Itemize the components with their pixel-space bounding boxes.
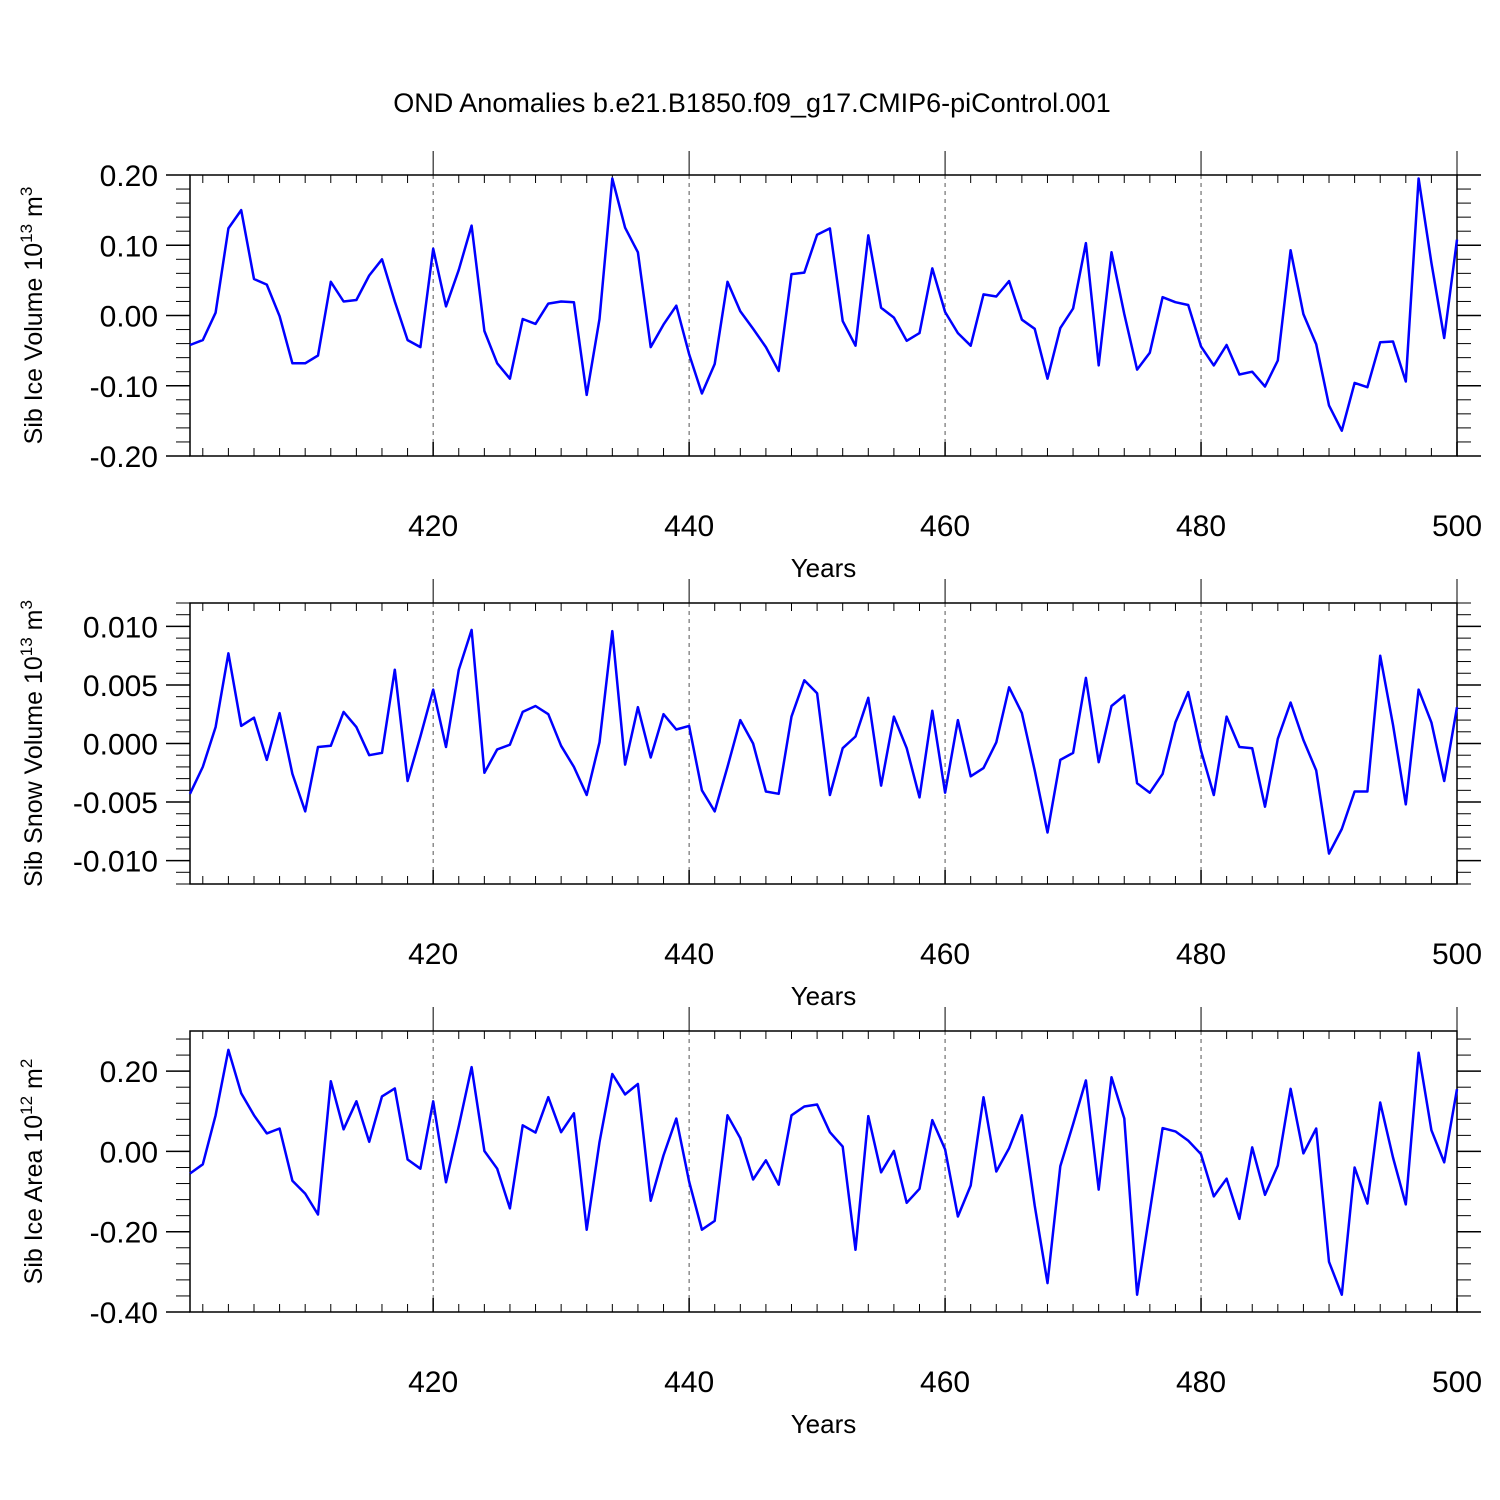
y-axis-label: Sib Snow Volume 1013 m3: [17, 600, 48, 887]
plot-frame: [189, 1030, 1458, 1313]
y-tick-label: -0.005: [73, 787, 158, 820]
y-tick-label: 0.000: [83, 729, 158, 762]
panel-2: 420 440 460 480 500 -0.010 -0.005 0.000 0.005 0.0…: [17, 579, 1482, 1011]
x-tick-label: 420: [408, 938, 458, 971]
series-line: [189, 1048, 1459, 1296]
series-line: [189, 177, 1459, 432]
x-tick-label: 460: [920, 938, 970, 971]
y-tick-label: 0.20: [100, 160, 158, 193]
panels: 420 440 460 480 500 -0.20 -0.10 0.00 0.10 0.20 Yea…: [17, 151, 1482, 1439]
x-tick-label: 480: [1176, 510, 1226, 543]
y-tick-label: 0.10: [100, 230, 158, 263]
x-tick-label: 460: [920, 1366, 970, 1399]
x-tick-label: 440: [664, 1366, 714, 1399]
panel-3: 420 440 460 480 500 -0.40 -0.20 0.00 0.20 Years Si…: [17, 1007, 1482, 1439]
x-axis-label: Years: [791, 1409, 857, 1439]
y-tick-label: 0.20: [100, 1056, 158, 1089]
y-tick-label: -0.10: [90, 371, 158, 404]
x-tick-label: 480: [1176, 1366, 1226, 1399]
x-tick-label: 500: [1432, 938, 1482, 971]
x-tick-label: 460: [920, 510, 970, 543]
x-axis-label: Years: [791, 981, 857, 1011]
y-tick-label: 0.005: [83, 670, 158, 703]
y-tick-label: -0.20: [90, 1217, 158, 1250]
plot-frame: [189, 602, 1458, 885]
x-tick-label: 480: [1176, 938, 1226, 971]
x-tick-label: 500: [1432, 1366, 1482, 1399]
figure-title: OND Anomalies b.e21.B1850.f09_g17.CMIP6-…: [393, 88, 1110, 118]
y-tick-label: 0.00: [100, 1136, 158, 1169]
plot-frame: [189, 174, 1458, 457]
x-tick-label: 440: [664, 510, 714, 543]
y-axis-label: Sib Ice Volume 1013 m3: [17, 187, 48, 445]
series-line: [188, 628, 1459, 855]
x-axis-label: Years: [791, 553, 857, 583]
panel-1: 420 440 460 480 500 -0.20 -0.10 0.00 0.10 0.20 Yea…: [17, 151, 1482, 583]
x-tick-label: 440: [664, 938, 714, 971]
y-tick-label: -0.40: [90, 1297, 158, 1330]
y-tick-label: 0.010: [83, 611, 158, 644]
x-tick-label: 420: [408, 510, 458, 543]
y-tick-label: 0.00: [100, 301, 158, 334]
y-tick-label: -0.20: [90, 441, 158, 474]
x-tick-label: 500: [1432, 510, 1482, 543]
x-tick-label: 420: [408, 1366, 458, 1399]
y-tick-label: -0.010: [73, 846, 158, 879]
y-axis-label: Sib Ice Area 1012 m2: [17, 1059, 48, 1285]
